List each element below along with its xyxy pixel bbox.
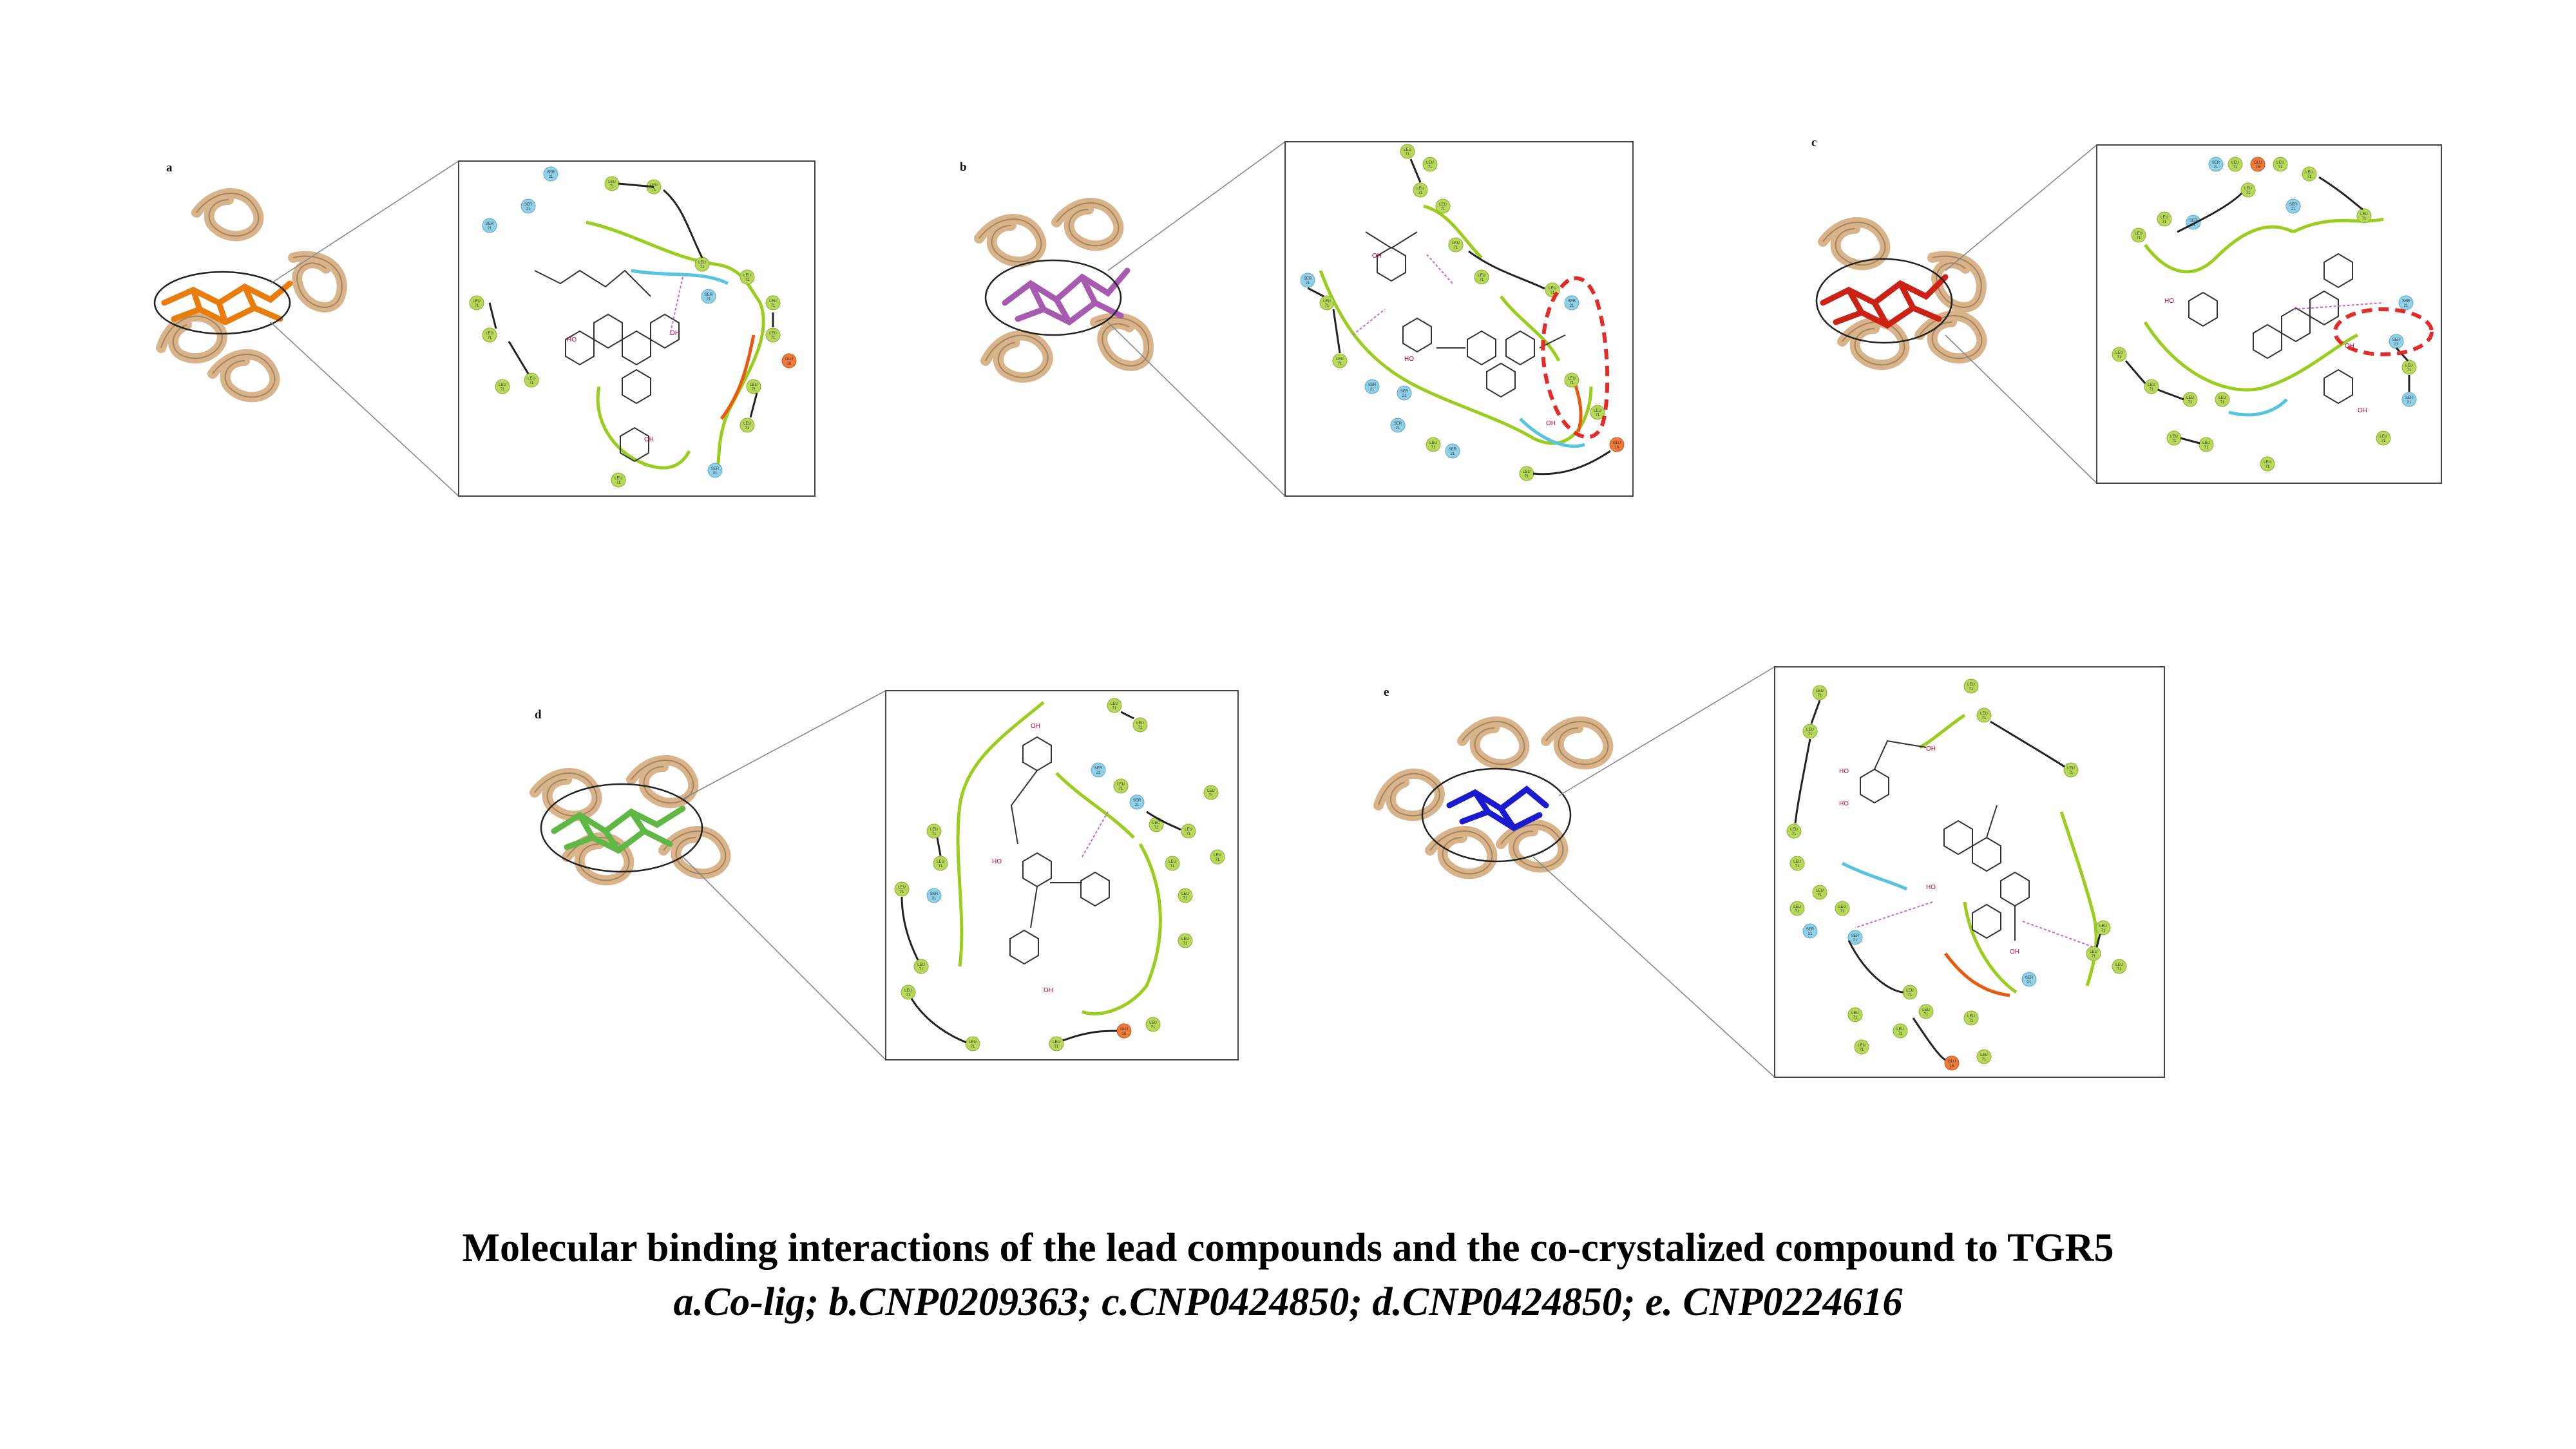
panel-e-protein-view — [1372, 722, 1608, 874]
svg-text:OH: OH — [1044, 987, 1053, 994]
panel-e-ligand — [1446, 785, 1549, 832]
panel-e-binding-site-ellipse — [1421, 767, 1572, 863]
svg-text:OH: OH — [1926, 745, 1936, 753]
svg-text:HO: HO — [1839, 800, 1849, 807]
panel-a-zoom-lines — [270, 160, 459, 497]
panel-c-letter: c — [1811, 136, 1817, 149]
panel-c-ligand — [1820, 274, 1949, 329]
panel-c-interaction-diagram: HO OH OH — [2096, 144, 2442, 484]
panel-b-letter: b — [960, 160, 967, 174]
panel-a-binding-site-ellipse — [153, 271, 291, 335]
panel-b-protein-view — [979, 203, 1159, 384]
panel-e: e — [1372, 666, 2165, 1078]
caption-title: Molecular binding interactions of the le… — [462, 1226, 2114, 1270]
svg-text:OH: OH — [1031, 723, 1040, 730]
panel-d: d — [535, 690, 1239, 1060]
panel-e-interaction-diagram: OH HO HO HO OH — [1774, 666, 2165, 1078]
figure-caption: Molecular binding interactions of the le… — [0, 1221, 2576, 1329]
panel-a-interaction-diagram: HO OH OH — [458, 160, 816, 497]
panel-a-ligand — [161, 280, 293, 326]
panel-c-highlight-ellipse — [2333, 307, 2434, 356]
panel-d-interaction-diagram: OH HO OH — [885, 690, 1239, 1060]
panel-a-protein-view — [155, 193, 353, 397]
svg-text:OH: OH — [644, 436, 654, 443]
panel-b-zoom-lines — [1107, 141, 1286, 497]
panel-c-binding-site-ellipse — [1815, 258, 1953, 344]
svg-text:HO: HO — [1926, 884, 1936, 891]
panel-c: c — [1811, 136, 2442, 484]
panel-a-ligand-2d: HO OH OH — [534, 269, 680, 462]
panel-e-ligand-2d: OH HO HO HO OH — [1839, 740, 2030, 955]
panel-b-interaction-diagram: OH HO OH — [1284, 141, 1634, 497]
panel-e-letter: e — [1384, 686, 1389, 699]
svg-text:OH: OH — [1372, 253, 1382, 260]
svg-text:HO: HO — [2164, 298, 2174, 305]
panel-b-binding-site-ellipse — [984, 259, 1122, 336]
panel-c-protein-view — [1815, 222, 1992, 365]
svg-text:HO: HO — [992, 858, 1002, 865]
panel-e-zoom-lines — [1532, 666, 1775, 1078]
panel-d-letter: d — [535, 708, 542, 722]
panel-d-protein-view — [535, 760, 725, 880]
svg-text:OH: OH — [670, 330, 680, 337]
panel-d-binding-site-ellipse — [540, 783, 703, 873]
panel-d-zoom-lines — [682, 690, 886, 1060]
panel-a-letter: a — [166, 161, 173, 175]
svg-text:OH: OH — [2358, 407, 2367, 414]
svg-text:HO: HO — [1404, 356, 1414, 363]
caption-subtitle: a.Co-lig; b.CNP0209363; c.CNP0424850; d.… — [673, 1280, 1903, 1324]
svg-text:HO: HO — [1839, 768, 1849, 775]
panel-b-highlight-ellipse — [1541, 276, 1610, 439]
panel-a: a — [155, 160, 816, 497]
panel-d-ligand — [551, 805, 686, 854]
panel-b: b — [960, 141, 1634, 497]
svg-text:OH: OH — [1546, 420, 1556, 427]
panel-c-zoom-lines — [1945, 144, 2097, 484]
panel-d-ligand-2d: OH HO OH — [992, 723, 1110, 994]
svg-text:OH: OH — [2010, 948, 2019, 955]
svg-text:HO: HO — [567, 336, 577, 343]
panel-b-ligand — [1002, 267, 1131, 326]
